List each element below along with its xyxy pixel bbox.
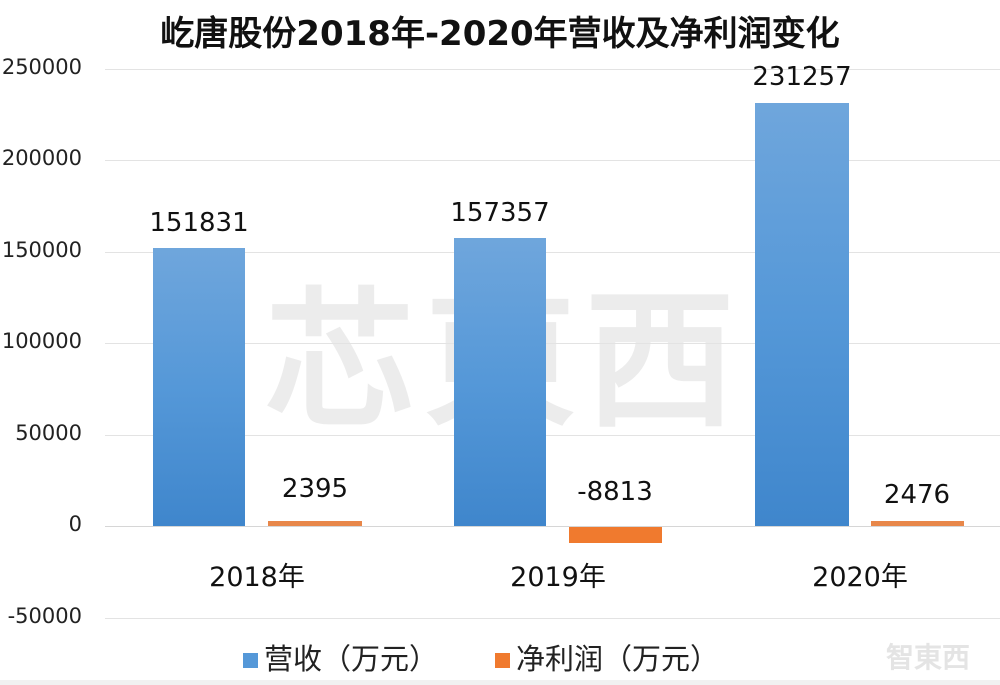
data-label-net-profit-2019: -8813	[577, 477, 653, 507]
y-tick-neg50000: -50000	[7, 604, 82, 628]
bar-net-profit-2019	[569, 527, 662, 543]
chart-title: 屹唐股份2018年-2020年营收及净利润变化	[160, 14, 840, 54]
gridline	[105, 618, 1000, 619]
legend-swatch-net-profit-icon	[495, 652, 510, 668]
bar-revenue-2020	[755, 103, 849, 526]
y-tick-200000: 200000	[1, 146, 82, 170]
gridline	[105, 69, 1000, 70]
data-label-net-profit-2018: 2395	[281, 474, 349, 504]
legend-swatch-revenue-icon	[243, 652, 258, 668]
legend-label-revenue: 营收（万元）	[264, 642, 439, 676]
data-label-revenue-2018: 151831	[149, 208, 249, 238]
data-label-net-profit-2020: 2476	[883, 480, 951, 510]
legend-item-net-profit: 净利润（万元）	[495, 636, 719, 678]
bottom-strip	[0, 680, 1000, 685]
bar-net-profit-2018	[268, 521, 362, 526]
bar-net-profit-2020	[871, 521, 964, 526]
gridline	[105, 252, 1000, 253]
gridline	[105, 435, 1000, 436]
legend: 营收（万元） 净利润（万元）	[0, 636, 1000, 680]
bar-revenue-2018	[153, 248, 245, 526]
bar-revenue-2019	[454, 238, 546, 526]
y-tick-150000: 150000	[1, 238, 82, 262]
gridline	[105, 160, 1000, 161]
zero-axis-line	[105, 526, 1000, 527]
x-label-2019: 2019年	[510, 562, 606, 593]
y-tick-0: 0	[68, 512, 82, 536]
data-label-revenue-2020: 231257	[752, 62, 852, 92]
gridline	[105, 343, 1000, 344]
legend-item-revenue: 营收（万元）	[243, 636, 438, 678]
x-label-2018: 2018年	[209, 562, 305, 593]
y-tick-250000: 250000	[1, 55, 82, 79]
data-label-revenue-2019: 157357	[450, 198, 550, 228]
y-tick-100000: 100000	[1, 329, 82, 353]
legend-label-net-profit: 净利润（万元）	[516, 642, 720, 676]
x-label-2020: 2020年	[812, 562, 908, 593]
y-tick-50000: 50000	[15, 421, 82, 445]
